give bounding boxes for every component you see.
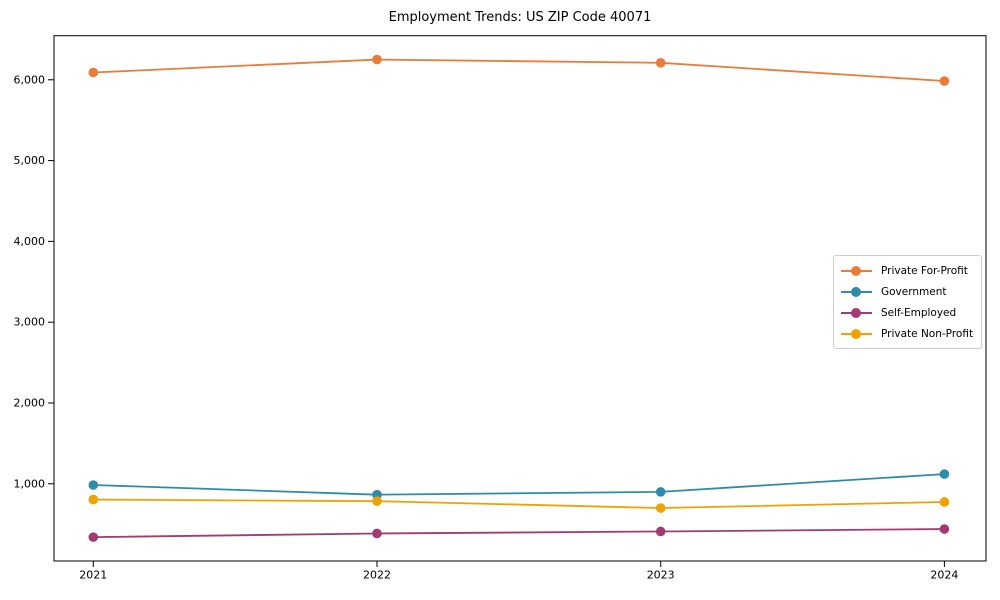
data-point-self-employed-2021 [88, 532, 99, 542]
legend-item-self-employed: Self-Employed [841, 302, 974, 323]
legend-dot [851, 286, 861, 297]
y-tick-label: 3,000 [14, 316, 46, 329]
series-line-self-employed [93, 528, 945, 539]
series-line-private-for-profit [93, 58, 945, 82]
legend-dot [851, 265, 861, 276]
legend-line-marker-icon [841, 307, 872, 319]
series-line-private-non-profit [93, 498, 945, 509]
y-tick-label: 2,000 [14, 396, 46, 409]
data-point-private-for-profit-2022 [372, 54, 382, 65]
data-point-private-non-profit-2023 [655, 503, 666, 513]
data-point-government-2024 [939, 469, 950, 479]
y-tick-label: 4,000 [14, 235, 46, 248]
plot-border [53, 35, 987, 562]
data-point-private-for-profit-2021 [88, 67, 99, 78]
legend-dot [851, 307, 861, 318]
legend-label: Private Non-Profit [881, 327, 974, 340]
data-point-private-for-profit-2023 [655, 58, 666, 68]
series-line-government [93, 473, 945, 496]
data-point-private-non-profit-2024 [939, 497, 950, 507]
y-tick-label: 5,000 [14, 154, 46, 167]
legend-item-private-non-profit: Private Non-Profit [841, 323, 974, 344]
legend-label: Government [881, 285, 947, 298]
y-tick-label: 1,000 [14, 477, 46, 490]
x-tick-label: 2022 [363, 569, 391, 582]
x-tick-label: 2023 [647, 569, 675, 582]
data-point-private-non-profit-2022 [372, 496, 382, 506]
data-point-private-for-profit-2024 [939, 76, 950, 86]
legend-dot [851, 328, 861, 339]
x-tick-label: 2021 [79, 569, 107, 582]
legend: Private For-Profit Government Self-Employe… [833, 255, 982, 349]
data-point-government-2023 [655, 487, 666, 497]
data-point-government-2021 [88, 480, 99, 490]
legend-label: Private For-Profit [881, 264, 968, 277]
legend-item-government: Government [841, 281, 974, 302]
x-tick-label: 2024 [930, 569, 958, 582]
data-point-private-non-profit-2021 [88, 494, 99, 505]
legend-line-marker-icon [841, 328, 872, 340]
data-point-self-employed-2024 [939, 524, 950, 534]
chart-title: Employment Trends: US ZIP Code 40071 [388, 10, 652, 25]
y-tick-label: 6,000 [14, 73, 46, 86]
legend-item-private-for-profit: Private For-Profit [841, 260, 974, 281]
legend-label: Self-Employed [881, 306, 957, 319]
legend-line-marker-icon [841, 265, 872, 277]
data-point-self-employed-2023 [655, 526, 666, 537]
legend-line-marker-icon [841, 286, 872, 298]
data-point-self-employed-2022 [372, 528, 382, 539]
